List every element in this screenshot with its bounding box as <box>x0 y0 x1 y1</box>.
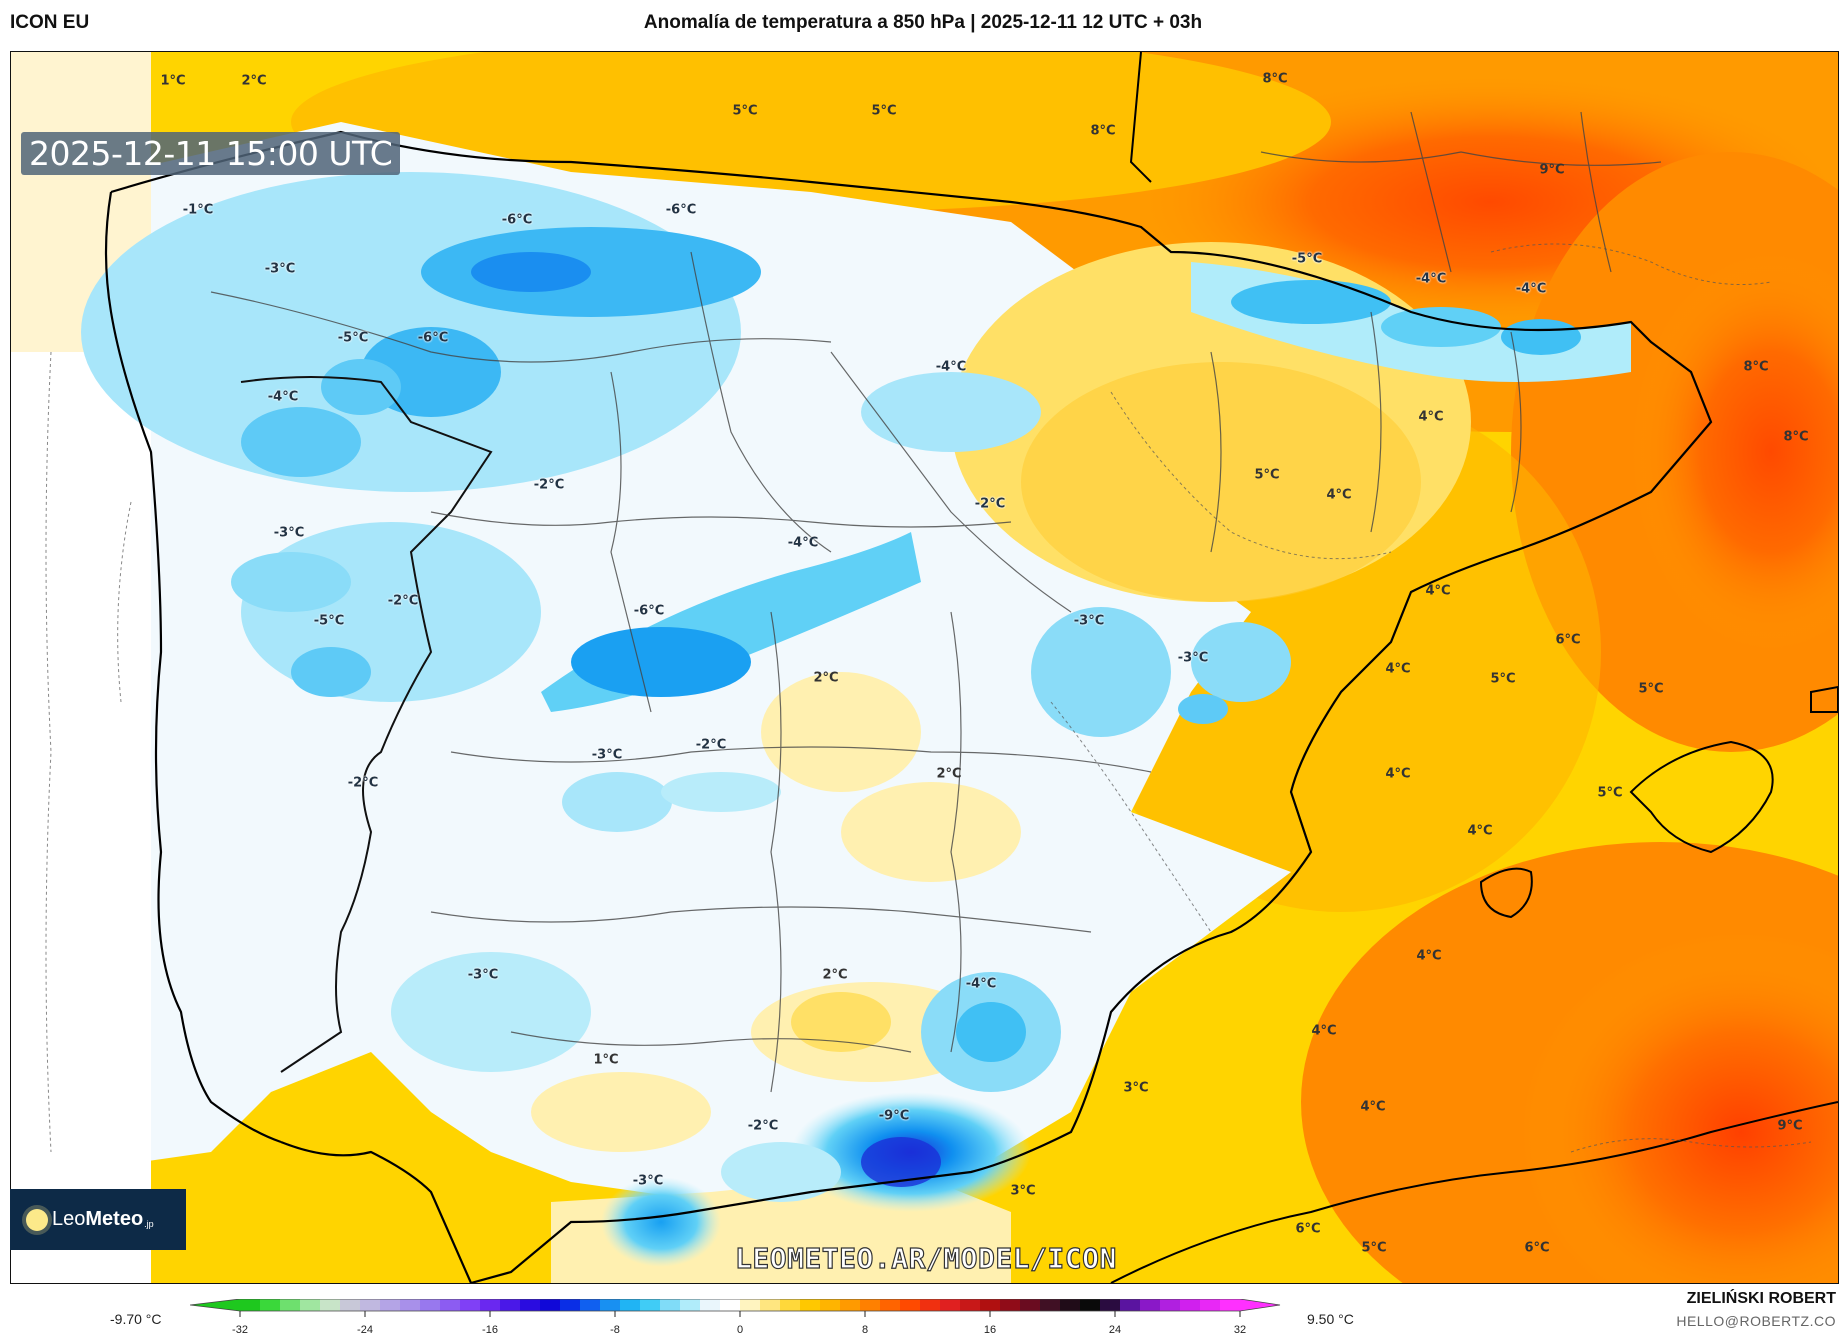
contour-label: 5°C <box>1361 1240 1387 1256</box>
contour-label: 5°C <box>1597 785 1623 801</box>
contour-label: 4°C <box>1425 583 1451 599</box>
contour-label: -4°C <box>787 535 819 551</box>
contour-label: 6°C <box>1524 1240 1550 1256</box>
colorbar-tick-label: -24 <box>357 1324 373 1336</box>
valid-time-stamp: 2025-12-11 15:00 UTC <box>21 132 401 175</box>
author-email[interactable]: HELLO@ROBERTZ.CO <box>1676 1313 1836 1329</box>
colorbar-min-value: -9.70 °C <box>110 1311 162 1327</box>
contour-label: -3°C <box>264 261 296 277</box>
contour-label: -3°C <box>1073 613 1105 629</box>
colorbar-tick-label: -32 <box>232 1324 248 1336</box>
contour-label: 8°C <box>1262 71 1288 87</box>
temperature-anomaly-map: 2025-12-11 15:00 UTC 1°C 2°C 5°C 5°C 8°C 8°C 9… <box>10 51 1839 1284</box>
contour-label: -3°C <box>467 967 499 983</box>
contour-label: 4°C <box>1385 766 1411 782</box>
contour-label: 5°C <box>1638 681 1664 697</box>
contour-label: 9°C <box>1777 1118 1803 1134</box>
contour-label: 4°C <box>1311 1023 1337 1039</box>
map-background <box>11 52 1838 1283</box>
colorbar-tick-label: 0 <box>736 1324 744 1336</box>
contour-label: 2°C <box>241 73 267 89</box>
colorbar-gradient <box>190 1299 1281 1317</box>
watermark-url: LEOMETEO.AR/MODEL/ICON <box>734 1241 1117 1275</box>
logo-text-bold: Meteo <box>85 1208 144 1230</box>
contour-label: 4°C <box>1467 823 1493 839</box>
chart-title: Anomalía de temperatura a 850 hPa | 2025… <box>643 12 1203 33</box>
logo-text-light: Leo <box>52 1208 86 1230</box>
contour-label: 5°C <box>1490 671 1516 687</box>
leometeo-logo[interactable]: Leo Meteo .jp <box>10 1189 186 1250</box>
contour-label: -4°C <box>267 389 299 405</box>
colorbar-tick-label: 16 <box>983 1324 997 1336</box>
contour-label: 4°C <box>1385 661 1411 677</box>
contour-label: -3°C <box>632 1173 664 1189</box>
colorbar-tick-label: 24 <box>1108 1324 1122 1336</box>
contour-label: -6°C <box>633 603 665 619</box>
contour-label: 8°C <box>1090 123 1116 139</box>
contour-label: 8°C <box>1743 359 1769 375</box>
contour-label: -4°C <box>1415 271 1447 287</box>
contour-label: 4°C <box>1416 948 1442 964</box>
contour-label: -5°C <box>1291 251 1323 267</box>
contour-label: 4°C <box>1360 1099 1386 1115</box>
contour-label: -6°C <box>501 212 533 228</box>
colorbar-tick-label: -8 <box>610 1324 620 1336</box>
contour-label: -3°C <box>591 747 623 763</box>
contour-label: -2°C <box>347 775 379 791</box>
contour-label: 3°C <box>1123 1080 1149 1096</box>
contour-label: 8°C <box>1783 429 1809 445</box>
contour-label: -3°C <box>1177 650 1209 666</box>
logo-suffix: .jp <box>144 1218 154 1229</box>
contour-label: -5°C <box>313 613 345 629</box>
contour-label: 5°C <box>871 103 897 119</box>
contour-label: -2°C <box>387 593 419 609</box>
contour-label: -6°C <box>417 330 449 346</box>
contour-label: -4°C <box>1515 281 1547 297</box>
contour-label: -2°C <box>747 1118 779 1134</box>
colorbar-tick-label: 8 <box>861 1324 869 1336</box>
sun-icon <box>26 1208 48 1231</box>
colorbar: -32 -24 -16 -8 0 8 16 24 32 <box>190 1299 1290 1339</box>
contour-label: 1°C <box>160 73 186 89</box>
contour-label: 6°C <box>1295 1221 1321 1237</box>
colorbar-tick-label: -16 <box>482 1324 498 1336</box>
contour-label: 9°C <box>1539 162 1565 178</box>
contour-label: 4°C <box>1418 409 1444 425</box>
contour-label: -4°C <box>935 359 967 375</box>
contour-label: -3°C <box>273 525 305 541</box>
contour-label: 3°C <box>1010 1183 1036 1199</box>
contour-label: 1°C <box>593 1052 619 1068</box>
contour-label: -5°C <box>337 330 369 346</box>
contour-label: 5°C <box>1254 467 1280 483</box>
model-name: ICON EU <box>10 12 90 33</box>
colorbar-max-value: 9.50 °C <box>1307 1311 1354 1327</box>
contour-label: 2°C <box>822 967 848 983</box>
author-name: ZIELIŃSKI ROBERT <box>1686 1290 1836 1307</box>
colorbar-tick-label: 32 <box>1233 1324 1247 1336</box>
contour-label: -1°C <box>182 202 214 218</box>
contour-label: 4°C <box>1326 487 1352 503</box>
contour-label: -2°C <box>533 477 565 493</box>
contour-label: -2°C <box>974 496 1006 512</box>
contour-label: 2°C <box>813 670 839 686</box>
contour-label: -4°C <box>965 976 997 992</box>
contour-label: 5°C <box>732 103 758 119</box>
contour-label: -9°C <box>878 1108 910 1124</box>
contour-label: -2°C <box>695 737 727 753</box>
contour-label: 6°C <box>1555 632 1581 648</box>
contour-label: 2°C <box>936 766 962 782</box>
contour-label: -6°C <box>665 202 697 218</box>
